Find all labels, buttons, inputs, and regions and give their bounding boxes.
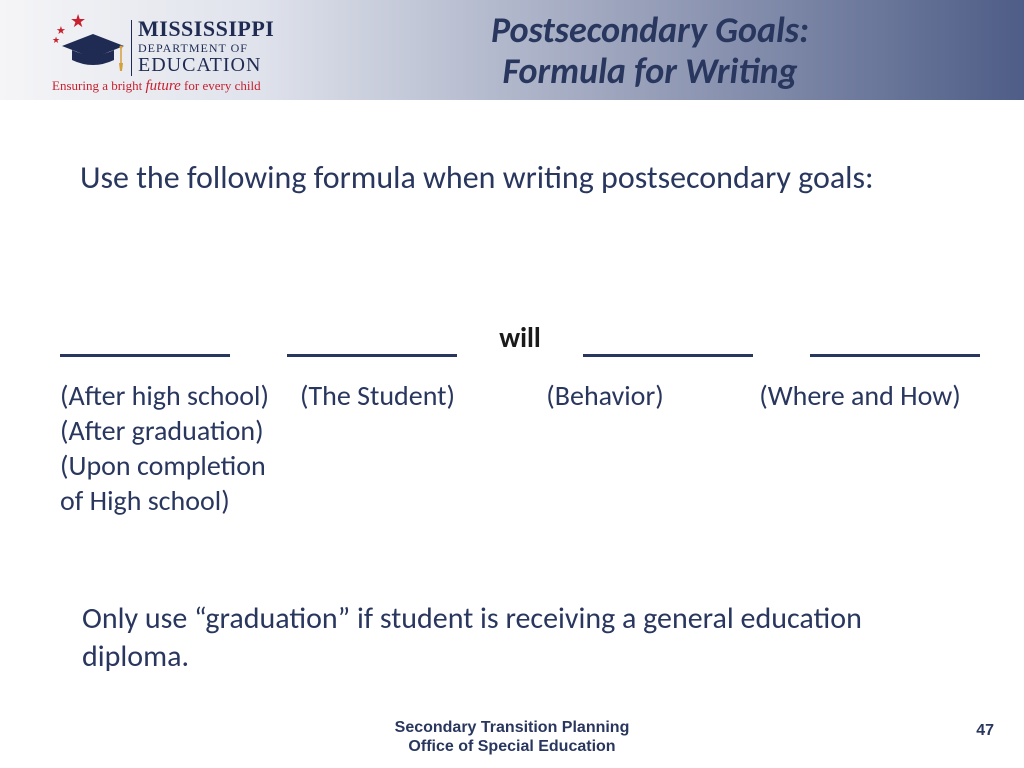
tagline-post: for every child <box>181 78 261 93</box>
footer: Secondary Transition Planning Office of … <box>0 718 1024 756</box>
blank-3 <box>583 323 753 357</box>
graduation-cap-icon <box>58 30 128 74</box>
blank-4 <box>810 323 980 357</box>
tagline-script: future <box>146 78 181 94</box>
title-line1: Postsecondary Goals: <box>340 10 960 51</box>
page-number: 47 <box>976 722 994 740</box>
footer-line1: Secondary Transition Planning <box>0 718 1024 737</box>
label-col2: (The Student) <box>295 378 460 518</box>
blank-2 <box>287 323 457 357</box>
logo-line3: EDUCATION <box>138 55 274 75</box>
logo-line1: MISSISSIPPI <box>138 18 274 40</box>
slide-title: Postsecondary Goals: Formula for Writing <box>340 10 960 93</box>
label-col1: (After high school) (After graduation) (… <box>60 378 295 518</box>
footer-line2: Office of Special Education <box>0 737 1024 756</box>
formula-connector: will <box>499 320 541 355</box>
logo-divider <box>131 20 132 76</box>
logo-tagline: Ensuring a bright future for every child <box>52 78 261 95</box>
formula-labels: (After high school) (After graduation) (… <box>60 378 980 518</box>
intro-text: Use the following formula when writing p… <box>80 158 960 198</box>
logo-text: MISSISSIPPI DEPARTMENT OF EDUCATION <box>138 18 274 75</box>
title-line2: Formula for Writing <box>340 51 960 92</box>
logo-line2: DEPARTMENT OF <box>138 42 274 54</box>
tagline-pre: Ensuring a bright <box>52 78 146 93</box>
label-col4: (Where and How) <box>750 378 970 518</box>
logo-block: ★ ★ ★ MISSISSIPPI DEPARTMENT OF EDUCATIO… <box>52 8 312 98</box>
star-icon: ★ <box>70 10 86 32</box>
label-col3: (Behavior) <box>460 378 750 518</box>
formula-row: will <box>60 320 980 357</box>
note-text: Only use “graduation” if student is rece… <box>82 600 952 675</box>
blank-1 <box>60 323 230 357</box>
